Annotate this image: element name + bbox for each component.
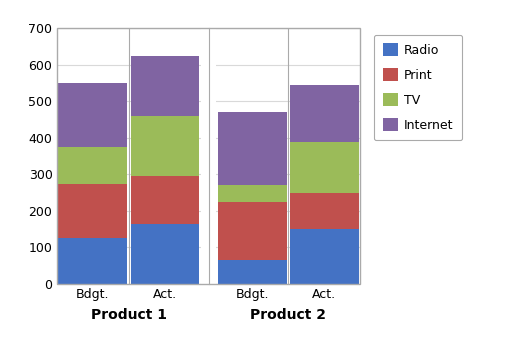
Bar xyxy=(290,85,358,142)
Bar xyxy=(218,260,286,284)
Legend: Radio, Print, TV, Internet: Radio, Print, TV, Internet xyxy=(374,35,462,140)
X-axis label: Product 1: Product 1 xyxy=(91,308,167,322)
Bar xyxy=(130,224,199,284)
Bar xyxy=(58,184,127,238)
Bar xyxy=(290,193,358,229)
Bar xyxy=(218,113,286,185)
Bar xyxy=(130,176,199,224)
Bar xyxy=(58,238,127,284)
X-axis label: Product 2: Product 2 xyxy=(250,308,327,322)
Bar xyxy=(58,83,127,147)
Bar xyxy=(218,202,286,260)
Bar xyxy=(290,229,358,284)
Bar xyxy=(218,185,286,202)
Bar xyxy=(130,116,199,176)
Bar xyxy=(58,147,127,184)
Bar xyxy=(290,142,358,193)
Bar xyxy=(130,56,199,116)
